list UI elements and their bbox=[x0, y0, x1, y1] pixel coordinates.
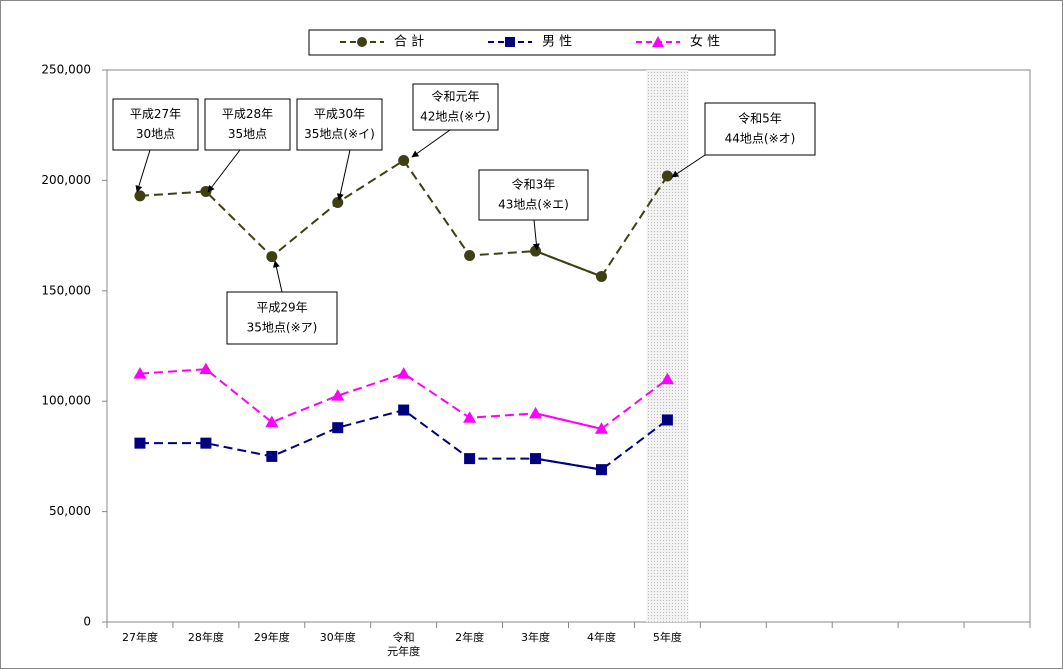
point bbox=[464, 249, 476, 261]
legend-label: 男 性 bbox=[542, 35, 572, 50]
legend-marker bbox=[652, 36, 664, 47]
y-tick-label: 200,000 bbox=[41, 173, 91, 187]
point bbox=[199, 362, 213, 375]
annotation-box bbox=[204, 98, 291, 151]
legend-label: 合 計 bbox=[394, 34, 424, 50]
highlight-band bbox=[646, 70, 689, 622]
annotation-arrow bbox=[135, 149, 151, 193]
plot-area bbox=[106, 69, 1031, 623]
y-tick-label: 250,000 bbox=[41, 63, 91, 77]
annotation-arrow bbox=[207, 149, 241, 193]
point bbox=[200, 185, 212, 197]
x-tick-label: 28年度 bbox=[188, 630, 224, 644]
point bbox=[265, 415, 279, 428]
legend-box bbox=[308, 29, 776, 56]
y-tick-label: 0 bbox=[83, 615, 91, 629]
x-tick-label: 5年度 bbox=[653, 630, 682, 644]
x-tick-label: 4年度 bbox=[587, 630, 616, 644]
annotation-text: 43地点(※エ) bbox=[498, 198, 569, 212]
point bbox=[595, 464, 607, 476]
annotation-text: 令和元年 bbox=[431, 89, 479, 104]
legend-marker bbox=[505, 37, 515, 47]
annotation-text: 平成29年 bbox=[256, 301, 307, 315]
annotation-arrow bbox=[532, 219, 540, 251]
y-tick-label: 150,000 bbox=[41, 283, 91, 297]
point bbox=[332, 196, 344, 208]
y-tick-label: 100,000 bbox=[41, 394, 91, 408]
x-tick-label: 29年度 bbox=[254, 630, 290, 644]
point bbox=[397, 367, 411, 379]
legend-marker bbox=[357, 37, 367, 47]
point bbox=[134, 190, 146, 202]
x-tick-label: 2年度 bbox=[455, 630, 484, 644]
point bbox=[398, 404, 410, 416]
point bbox=[332, 422, 344, 434]
annotation-arrow bbox=[272, 260, 283, 293]
series-line-solid bbox=[535, 250, 602, 278]
point bbox=[331, 389, 345, 401]
point bbox=[594, 422, 608, 434]
annotation-text: 平成27年 bbox=[130, 107, 181, 121]
series-line-solid bbox=[535, 457, 602, 471]
annotation-box bbox=[226, 291, 338, 345]
annotation-text: 35地点(※イ) bbox=[304, 127, 375, 141]
point bbox=[530, 245, 542, 257]
point bbox=[463, 411, 477, 423]
annotation-text: 30地点 bbox=[136, 127, 175, 141]
point bbox=[398, 155, 410, 167]
annotation-text: 平成28年 bbox=[222, 107, 273, 121]
annotation-text: 令和5年 bbox=[738, 111, 782, 126]
point bbox=[529, 406, 543, 419]
annotation-text: 平成30年 bbox=[314, 107, 365, 121]
annotation-text: 35地点 bbox=[228, 127, 267, 141]
point bbox=[595, 270, 607, 282]
x-tick-label: 27年度 bbox=[122, 630, 158, 644]
y-tick-label: 50,000 bbox=[49, 504, 91, 518]
annotation-box bbox=[704, 102, 816, 156]
point bbox=[134, 437, 146, 449]
annotation-box bbox=[478, 169, 589, 221]
annotation-text: 44地点(※オ) bbox=[725, 132, 796, 146]
point bbox=[266, 450, 278, 462]
legend-label: 女 性 bbox=[690, 34, 720, 50]
point bbox=[266, 251, 278, 263]
annotation-text: 42地点(※ウ) bbox=[420, 110, 491, 124]
x-tick-label: 令和元年度 bbox=[387, 630, 420, 658]
point bbox=[661, 170, 673, 182]
annotation-box bbox=[112, 98, 199, 151]
point bbox=[133, 367, 147, 379]
x-tick-label: 3年度 bbox=[521, 630, 550, 644]
annotation-text: 令和3年 bbox=[512, 177, 556, 192]
point bbox=[660, 372, 674, 385]
annotation-box bbox=[412, 83, 499, 131]
series-line-solid bbox=[535, 412, 602, 430]
point bbox=[530, 453, 542, 465]
annotation-text: 35地点(※ア) bbox=[247, 321, 318, 335]
point bbox=[464, 453, 476, 465]
annotation-arrow bbox=[336, 149, 351, 201]
x-tick-label: 30年度 bbox=[320, 630, 356, 644]
point bbox=[661, 414, 673, 426]
annotation-arrow bbox=[411, 129, 451, 158]
point bbox=[200, 437, 212, 449]
annotation-box bbox=[296, 98, 383, 151]
annotation-arrow bbox=[671, 154, 706, 178]
